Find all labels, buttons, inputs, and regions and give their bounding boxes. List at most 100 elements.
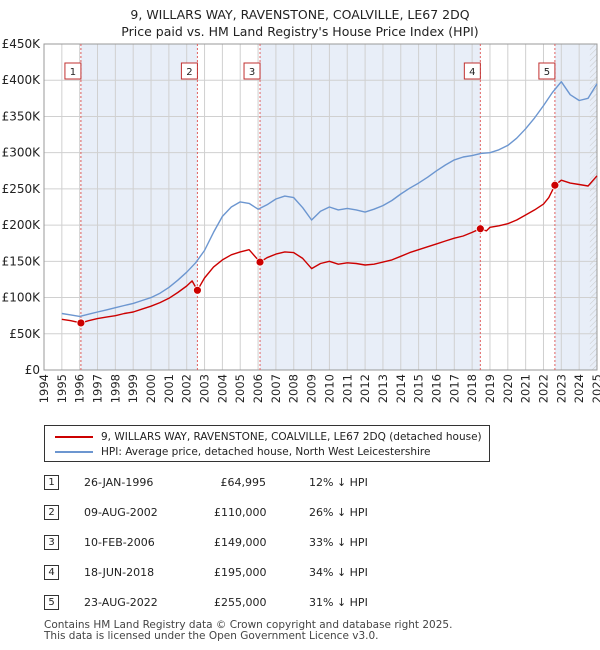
- y-tick-label: £350K: [2, 109, 42, 123]
- sale-row: 4 18-JUN-2018 £195,000 34% ↓ HPI: [44, 562, 444, 592]
- sale-event-box: [243, 62, 261, 80]
- footer-line1: Contains HM Land Registry data © Crown c…: [44, 619, 453, 631]
- sale-marker: [76, 318, 86, 328]
- footer-attribution: Contains HM Land Registry data © Crown c…: [44, 620, 452, 642]
- chart-title-line1: 9, WILLARS WAY, RAVENSTONE, COALVILLE, L…: [130, 7, 470, 22]
- sale-number: 3: [44, 535, 59, 550]
- x-tick-label: 2005: [233, 374, 247, 403]
- x-tick-label: 2007: [269, 374, 283, 403]
- sale-marker: [475, 224, 485, 234]
- sales-table: 1 26-JAN-1996 £64,995 12% ↓ HPI 2 09-AUG…: [44, 472, 444, 622]
- x-tick-label: 2010: [322, 374, 336, 403]
- sale-event-box: [538, 62, 556, 80]
- sale-marker: [193, 285, 202, 295]
- y-tick-label: £150K: [2, 254, 42, 268]
- x-tick-label: 1998: [108, 374, 122, 403]
- sale-hpi-diff: 31% ↓ HPI: [309, 596, 368, 609]
- sale-hpi-diff: 26% ↓ HPI: [309, 506, 368, 519]
- sale-event-number: 4: [469, 67, 475, 78]
- hpi-line: [61, 80, 598, 318]
- x-tick-label: 2018: [465, 374, 479, 403]
- sale-number: 1: [44, 475, 59, 490]
- x-tick-label: 2013: [376, 374, 390, 403]
- sale-date: 10-FEB-2006: [84, 536, 155, 549]
- x-tick-label: 2016: [429, 374, 443, 403]
- x-tick-label: 2012: [358, 374, 372, 403]
- ownership-period-shade: [80, 44, 198, 370]
- x-tick-label: 2006: [251, 374, 265, 403]
- y-tick-label: £100K: [2, 291, 42, 305]
- sale-hpi-diff: 12% ↓ HPI: [309, 476, 368, 489]
- sale-date: 09-AUG-2002: [84, 506, 158, 519]
- x-tick-label: 2017: [447, 374, 461, 403]
- sale-price: £64,995: [220, 476, 267, 489]
- y-tick-label: £300K: [2, 146, 42, 160]
- sale-date: 23-AUG-2022: [84, 596, 158, 609]
- sale-event-number: 5: [544, 67, 550, 78]
- x-tick-label: 2023: [554, 374, 568, 403]
- sale-hpi-diff: 34% ↓ HPI: [309, 566, 368, 579]
- x-tick-label: 1996: [73, 374, 87, 403]
- x-tick-label: 1994: [37, 374, 51, 403]
- sale-number: 2: [44, 505, 59, 520]
- sale-price: £255,000: [214, 596, 267, 609]
- sale-row: 3 10-FEB-2006 £149,000 33% ↓ HPI: [44, 532, 444, 562]
- forecast-hatch: [589, 44, 597, 370]
- sale-event-number: 1: [70, 67, 76, 78]
- x-tick-label: 2019: [483, 374, 497, 403]
- x-tick-label: 2011: [340, 374, 354, 403]
- sale-marker: [255, 257, 265, 267]
- x-tick-label: 2014: [394, 374, 408, 403]
- y-tick-label: £50K: [9, 327, 41, 341]
- sale-number: 4: [44, 565, 59, 580]
- x-tick-label: 2000: [144, 374, 158, 403]
- chart-legend: 9, WILLARS WAY, RAVENSTONE, COALVILLE, L…: [44, 425, 490, 462]
- chart-title-line2: Price paid vs. HM Land Registry's House …: [121, 24, 479, 39]
- x-tick-label: 1999: [126, 374, 140, 403]
- ownership-period-shade: [260, 44, 481, 370]
- sale-row: 1 26-JAN-1996 £64,995 12% ↓ HPI: [44, 472, 444, 502]
- x-tick-label: 2003: [198, 374, 212, 403]
- sale-event-number: 2: [186, 67, 192, 78]
- x-tick-label: 2021: [519, 374, 533, 403]
- legend-swatch-property: [55, 436, 93, 438]
- y-tick-label: £450K: [2, 37, 42, 51]
- x-tick-label: 1995: [55, 374, 69, 403]
- x-tick-label: 2024: [572, 374, 586, 403]
- sale-event-box: [463, 62, 481, 80]
- sale-date: 26-JAN-1996: [84, 476, 154, 489]
- x-tick-label: 2025: [590, 374, 600, 403]
- x-tick-label: 2022: [536, 374, 550, 403]
- x-tick-label: 2004: [215, 374, 229, 403]
- sale-hpi-diff: 33% ↓ HPI: [309, 536, 368, 549]
- legend-label-hpi: HPI: Average price, detached house, Nort…: [101, 446, 431, 458]
- sale-event-number: 3: [249, 67, 255, 78]
- property-price-line: [61, 175, 598, 324]
- sale-number: 5: [44, 595, 59, 610]
- y-tick-label: £250K: [2, 182, 42, 196]
- plot-frame: [43, 43, 598, 371]
- legend-swatch-hpi: [55, 451, 93, 453]
- footer-line2: This data is licensed under the Open Gov…: [44, 630, 379, 642]
- x-tick-label: 2008: [287, 374, 301, 403]
- x-tick-label: 2009: [305, 374, 319, 403]
- x-tick-label: 2015: [412, 374, 426, 403]
- sale-marker: [550, 180, 560, 190]
- legend-label-property: 9, WILLARS WAY, RAVENSTONE, COALVILLE, L…: [101, 431, 482, 443]
- x-tick-label: 2020: [501, 374, 515, 403]
- y-tick-label: £400K: [2, 73, 42, 87]
- y-tick-label: £200K: [2, 218, 42, 232]
- sale-row: 5 23-AUG-2022 £255,000 31% ↓ HPI: [44, 592, 444, 622]
- sale-date: 18-JUN-2018: [84, 566, 155, 579]
- x-tick-label: 2002: [180, 374, 194, 403]
- y-tick-label: £0: [25, 363, 40, 377]
- sale-price: £149,000: [214, 536, 267, 549]
- sale-price: £110,000: [214, 506, 267, 519]
- sale-event-box: [64, 62, 82, 80]
- sale-event-box: [180, 62, 198, 80]
- sale-row: 2 09-AUG-2002 £110,000 26% ↓ HPI: [44, 502, 444, 532]
- chart-title: 9, WILLARS WAY, RAVENSTONE, COALVILLE, L…: [0, 6, 600, 40]
- x-tick-label: 1997: [91, 374, 105, 403]
- x-tick-label: 2001: [162, 374, 176, 403]
- price-chart: £0 £50K £100K £150K £200K £250K £300K £350K £400…: [2, 37, 600, 403]
